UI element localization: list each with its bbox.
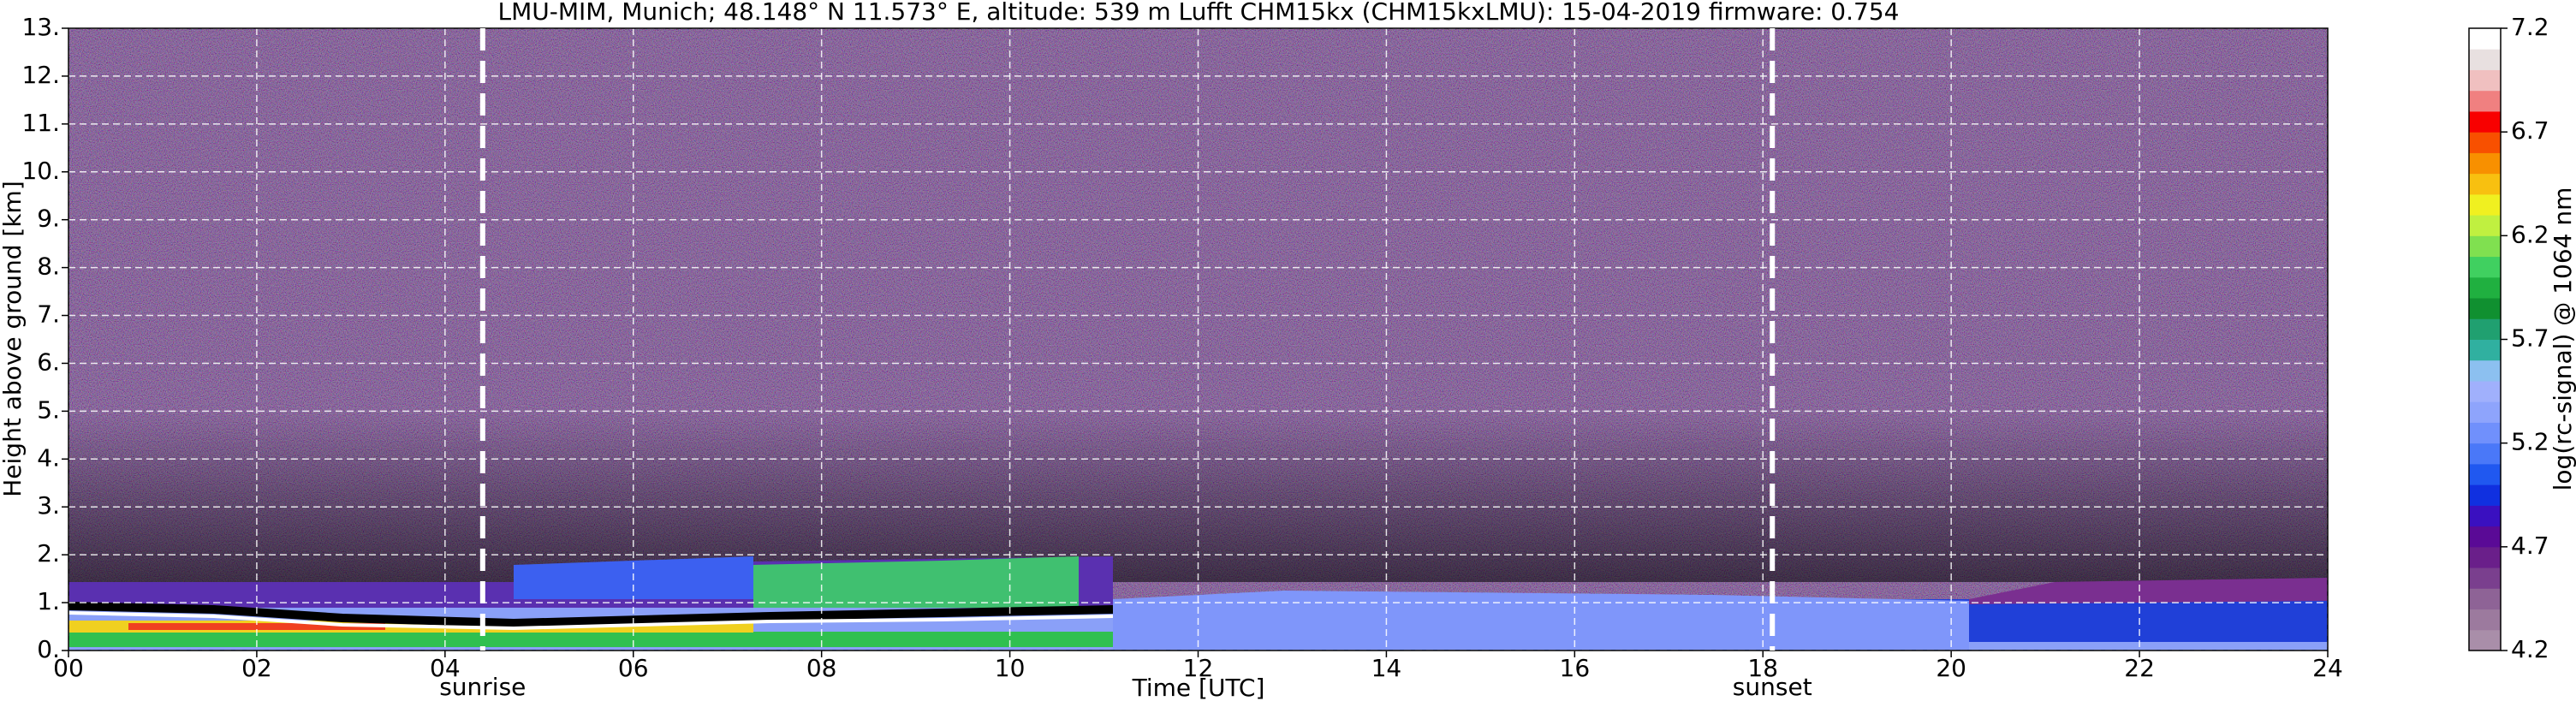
- y-axis-label: Height above ground [km]: [0, 181, 27, 497]
- colorbar-tick-label: 5.2: [2511, 428, 2549, 456]
- y-tick-label: 4.: [37, 443, 60, 472]
- colorbar-tick-label: 7.2: [2511, 13, 2549, 41]
- y-tick-label: 9.: [37, 205, 60, 233]
- layer: [68, 602, 1114, 628]
- y-tick-label: 3.: [37, 491, 60, 520]
- colorbar-tick-label: 6.7: [2511, 116, 2549, 145]
- colorbar-tick-label: 5.7: [2511, 324, 2549, 353]
- x-tick-label: 18: [1747, 654, 1778, 682]
- colorbar-segment: [2469, 110, 2501, 133]
- y-tick-label: 11.: [21, 109, 60, 137]
- x-tick-label: 16: [1560, 654, 1591, 682]
- colorbar-label: log(rc-signal) @ 1064 nm: [2549, 187, 2576, 491]
- y-tick-label: 10.: [21, 157, 60, 185]
- colorbar-segment: [2469, 526, 2501, 548]
- colorbar-segment: [2469, 256, 2501, 278]
- colorbar-segment: [2469, 298, 2501, 319]
- x-tick-label: 00: [53, 654, 84, 682]
- colorbar-segment: [2469, 90, 2501, 112]
- layer: [128, 623, 385, 630]
- y-tick-label: 7.: [37, 300, 60, 329]
- layer: [753, 556, 1079, 608]
- x-tick-label: 08: [806, 654, 837, 682]
- x-tick-label: 02: [241, 654, 272, 682]
- colorbar-segment: [2469, 422, 2501, 444]
- y-tick-label: 8.: [37, 253, 60, 281]
- colorbar-segment: [2469, 588, 2501, 610]
- y-tick-label: 5.: [37, 395, 60, 424]
- colorbar-segment: [2469, 49, 2501, 70]
- colorbar-segment: [2469, 339, 2501, 361]
- colorbar-segment: [2469, 193, 2501, 216]
- plot-frame: [68, 27, 2329, 651]
- layer: [1113, 591, 1969, 651]
- y-tick-label: 13.: [21, 13, 60, 41]
- colorbar-segment: [2469, 629, 2501, 651]
- colorbar-segment: [2469, 318, 2501, 340]
- x-tick-label: 14: [1371, 654, 1402, 682]
- x-axis-label: Time [UTC]: [1132, 674, 1265, 702]
- colorbar-segment: [2469, 359, 2501, 382]
- chart-title: LMU-MIM, Munich; 48.148° N 11.573° E, al…: [498, 0, 1900, 26]
- y-tick-label: 1.: [37, 587, 60, 615]
- x-tick-label: 10: [995, 654, 1026, 682]
- colorbar-segment: [2469, 152, 2501, 175]
- colorbar-tick-label: 4.2: [2511, 635, 2549, 663]
- colorbar-tick-label: 6.2: [2511, 220, 2549, 248]
- colorbar-segment: [2469, 443, 2501, 465]
- colorbar-segment: [2469, 215, 2501, 236]
- colorbar-segment: [2469, 380, 2501, 402]
- y-tick-label: 12.: [21, 61, 60, 89]
- colorbar-segment: [2469, 69, 2501, 92]
- y-tick-label: 2.: [37, 539, 60, 567]
- x-tick-label: 24: [2312, 654, 2343, 682]
- colorbar-segment: [2469, 276, 2501, 299]
- layer: [1969, 578, 2328, 604]
- colorbar-segment: [2469, 609, 2501, 631]
- colorbar-segment: [2469, 546, 2501, 568]
- x-tick-label: 12: [1183, 654, 1214, 682]
- layer: [68, 632, 1181, 647]
- x-tick-label: 06: [618, 654, 649, 682]
- y-tick-label: 6.: [37, 348, 60, 376]
- colorbar-segment: [2469, 132, 2501, 153]
- colorbar-segment: [2469, 235, 2501, 258]
- layer: [68, 611, 1114, 631]
- colorbar-segment: [2469, 484, 2501, 506]
- colorbar-segment: [2469, 28, 2501, 50]
- event-label: sunrise: [439, 673, 526, 701]
- colorbar-segment: [2469, 505, 2501, 527]
- x-tick-label: 20: [1936, 654, 1966, 682]
- colorbar-segment: [2469, 173, 2501, 195]
- x-tick-label: 22: [2124, 654, 2155, 682]
- colorbar-segment: [2469, 463, 2501, 485]
- y-tick-label: 0.: [37, 635, 60, 663]
- colorbar-segment: [2469, 401, 2501, 423]
- colorbar-segment: [2469, 567, 2501, 589]
- event-label: sunset: [1733, 673, 1812, 701]
- x-tick-label: 04: [430, 654, 461, 682]
- colorbar-tick-label: 4.7: [2511, 532, 2549, 560]
